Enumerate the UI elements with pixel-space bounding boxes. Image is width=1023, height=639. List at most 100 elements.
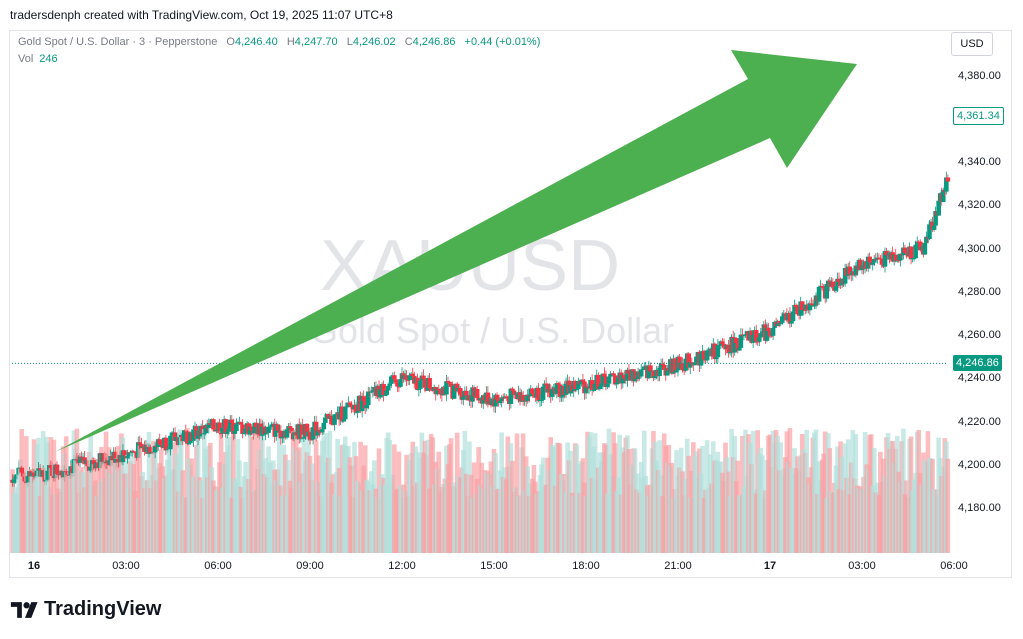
- creator-line: tradersdenph created with TradingView.co…: [10, 8, 393, 22]
- candle-body: [333, 414, 339, 416]
- candle-body: [88, 466, 94, 471]
- candle-body: [31, 472, 37, 477]
- candle-body: [203, 425, 209, 434]
- candle-body: [914, 241, 920, 245]
- candle-body: [398, 379, 403, 387]
- candle-body: [622, 374, 627, 379]
- candle-body: [608, 373, 613, 377]
- candle-body: [589, 380, 595, 390]
- candle-body: [125, 456, 130, 459]
- candle-body: [384, 390, 389, 395]
- candle-body: [378, 389, 383, 398]
- candle-body: [836, 278, 842, 283]
- candle-body: [427, 377, 432, 389]
- volume-bar: [617, 434, 623, 553]
- candle-body: [847, 266, 853, 275]
- candle-body: [13, 475, 18, 480]
- open-label: O: [226, 36, 235, 48]
- x-tick-label: 03:00: [848, 560, 876, 572]
- candle-body: [243, 428, 248, 433]
- candle-body: [706, 350, 711, 352]
- candle-body: [648, 365, 653, 372]
- candle-body: [779, 316, 785, 323]
- candle-body: [395, 382, 400, 387]
- candle-body: [603, 376, 609, 388]
- candle-body: [508, 388, 514, 404]
- candle-body: [511, 390, 517, 395]
- currency-button[interactable]: USD: [951, 32, 993, 56]
- candle-body: [597, 386, 603, 390]
- candle-body: [300, 424, 305, 439]
- y-tick-label: 4,340.00: [958, 156, 1001, 168]
- candle-body: [672, 358, 678, 373]
- candle-body: [580, 379, 586, 382]
- candle-body: [485, 392, 491, 405]
- candle-body: [720, 341, 725, 344]
- candle-body: [436, 388, 442, 391]
- candle-body: [802, 309, 808, 311]
- candle-body: [525, 394, 531, 401]
- candle-body: [595, 374, 601, 390]
- volume-legend: Vol 246: [18, 53, 58, 65]
- candle-body: [388, 376, 394, 384]
- candle-body: [858, 259, 863, 271]
- candle-body: [795, 307, 800, 315]
- candle-body: [600, 373, 606, 384]
- time-axis[interactable]: 16 03:00 06:00 09:00 12:00 15:00 18:00 21:00 17 0…: [10, 560, 968, 576]
- footer-logo[interactable]: TradingView: [10, 598, 161, 621]
- candle-body: [812, 305, 817, 307]
- candle-body: [347, 402, 353, 405]
- candle-body: [385, 385, 391, 391]
- candle-body: [447, 381, 452, 384]
- candle-body: [756, 337, 762, 342]
- candle-body: [231, 422, 236, 434]
- low-label: L: [346, 36, 353, 48]
- candle-body: [727, 351, 733, 354]
- candle-body: [876, 257, 882, 259]
- candle-body: [824, 283, 830, 299]
- candle-body: [344, 406, 350, 408]
- candle-body: [461, 396, 466, 400]
- candle-body: [497, 401, 503, 403]
- price-axis[interactable]: 4,380.004,360.004,340.004,320.004,300.00…: [950, 62, 1012, 562]
- candle-body: [641, 366, 647, 369]
- candle-body: [148, 446, 153, 454]
- candle-body: [91, 460, 97, 465]
- candle-body: [227, 419, 233, 430]
- candle-body: [879, 258, 885, 265]
- candle-body: [638, 370, 644, 377]
- y-tick-label: 4,380.00: [958, 69, 1001, 82]
- candle-body: [740, 334, 745, 336]
- candle-body: [586, 387, 592, 389]
- candle-body: [640, 368, 646, 371]
- volume-bar: [813, 429, 819, 553]
- last-price-label: 4,361.34: [953, 106, 1004, 125]
- candle-body: [120, 450, 126, 463]
- candle-body: [45, 470, 51, 480]
- candle-body: [559, 396, 564, 398]
- chart-panel[interactable]: [9, 30, 1012, 578]
- candle-body: [807, 303, 813, 311]
- candle-body: [770, 327, 776, 336]
- volume-bar: [822, 431, 828, 553]
- candle-body: [694, 356, 699, 363]
- candle-body: [157, 439, 163, 445]
- candle-body: [438, 390, 443, 394]
- x-tick-label: 06:00: [940, 560, 968, 572]
- volume-bar: [945, 458, 951, 553]
- volume-bar: [227, 436, 233, 553]
- candle-body: [717, 344, 722, 346]
- candle-body: [313, 421, 319, 436]
- candle-body: [493, 394, 498, 407]
- candle-body: [224, 431, 230, 434]
- candle-body: [252, 422, 258, 434]
- volume-bar: [48, 437, 54, 553]
- candle-body: [278, 430, 284, 439]
- candle-body: [137, 442, 143, 444]
- candle-body: [280, 436, 285, 439]
- candle-body: [48, 465, 54, 469]
- candle-body: [218, 432, 224, 434]
- candle-body: [240, 424, 245, 434]
- candle-body: [924, 236, 929, 243]
